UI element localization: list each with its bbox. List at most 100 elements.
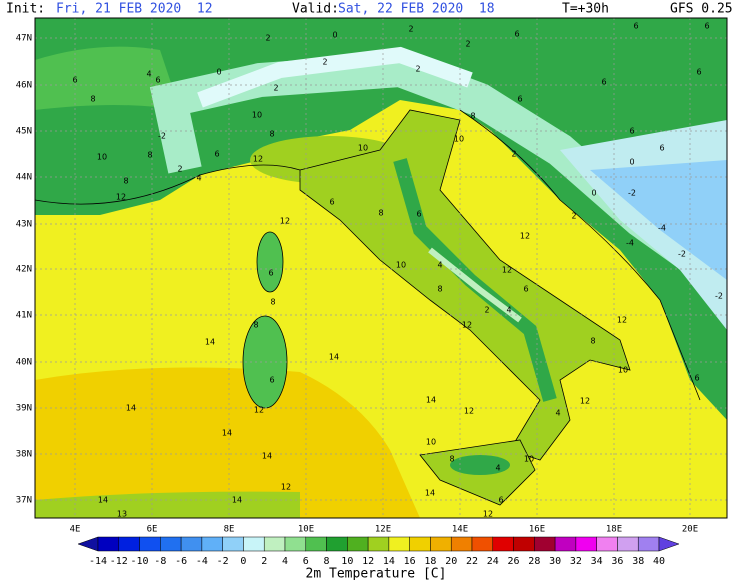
temperature-label: 6	[523, 285, 528, 294]
temperature-label: 4	[146, 70, 151, 79]
map-frame	[34, 17, 728, 519]
lon-label: 12E	[375, 525, 391, 535]
lat-label: 38N	[16, 450, 32, 460]
colorbar-box	[637, 536, 660, 552]
colorbar-box	[263, 536, 286, 552]
colorbar-box	[388, 536, 410, 552]
temperature-label: 6	[268, 269, 273, 278]
colorbar-label: 28	[528, 556, 540, 567]
temperature-label: 0	[629, 158, 634, 167]
colorbar-box	[409, 536, 431, 552]
temperature-label: 2	[484, 306, 489, 315]
lat-label: 45N	[16, 127, 32, 137]
temperature-label: 6	[629, 127, 634, 136]
colorbar-label: 20	[445, 556, 457, 567]
colorbar-label: 4	[282, 556, 288, 567]
lat-label: 42N	[16, 265, 32, 275]
model: GFS 0.25	[670, 2, 733, 17]
temperature-label: 8	[437, 285, 442, 294]
temperature-label: 8	[269, 130, 274, 139]
temperature-label: 2	[177, 165, 182, 174]
colorbar-label: 10	[341, 556, 353, 567]
lon-label: 6E	[147, 525, 158, 535]
temperature-label: 14	[205, 338, 215, 347]
temperature-label: 12	[462, 321, 472, 330]
temperature-label: 14	[329, 353, 339, 362]
colorbar-box	[534, 536, 556, 552]
temperature-label: 14	[426, 396, 436, 405]
colorbar-label: 36	[611, 556, 623, 567]
temperature-label: 10	[396, 261, 406, 270]
valid-time: Sat, 22 FEB 2020 18	[338, 2, 495, 17]
colorbar-label: -4	[196, 556, 208, 567]
temperature-label: 6	[416, 210, 421, 219]
temperature-label: 2	[415, 65, 420, 74]
colorbar-box	[160, 536, 182, 552]
temperature-label: 4	[555, 409, 560, 418]
temperature-label: 6	[155, 76, 160, 85]
temperature-label: 6	[329, 198, 334, 207]
valid-label: Valid:	[292, 2, 339, 17]
lon-label: 14E	[452, 525, 468, 535]
temperature-label: 6	[659, 144, 664, 153]
temperature-label: 8	[590, 337, 595, 346]
temperature-label: 2	[571, 212, 576, 221]
init-time: Fri, 21 FEB 2020 12	[56, 2, 213, 17]
temperature-label: 6	[517, 95, 522, 104]
colorbar-label: 0	[240, 556, 246, 567]
colorbar-label: 40	[653, 556, 665, 567]
temperature-label: 8	[270, 298, 275, 307]
temperature-label: 12	[253, 155, 263, 164]
temperature-label: 4	[495, 464, 500, 473]
colorbar-box	[513, 536, 535, 552]
colorbar-label: 2	[261, 556, 267, 567]
init-label: Init:	[6, 2, 45, 17]
lat-label: 41N	[16, 311, 32, 321]
temperature-label: 8	[123, 177, 128, 186]
colorbar-label: 32	[570, 556, 582, 567]
temperature-label: 8	[147, 151, 152, 160]
temperature-label: 14	[425, 489, 435, 498]
temperature-label: 4	[437, 261, 442, 270]
colorbar-box	[222, 536, 244, 552]
temperature-label: 12	[617, 316, 627, 325]
temperature-label: 4	[196, 174, 201, 183]
temperature-label: 2	[265, 34, 270, 43]
colorbar-box	[326, 536, 348, 552]
lat-label: 40N	[16, 358, 32, 368]
colorbar-box	[97, 536, 120, 552]
legend-title: 2m Temperature [C]	[306, 567, 447, 581]
temperature-label: 10	[358, 144, 368, 153]
lon-label: 10E	[298, 525, 314, 535]
lat-label: 44N	[16, 173, 32, 183]
colorbar-label: 26	[508, 556, 520, 567]
temperature-label: -4	[626, 239, 634, 248]
colorbar-box	[347, 536, 369, 552]
colorbar-box	[180, 536, 203, 552]
lat-label: 47N	[16, 34, 32, 44]
colorbar-label: 14	[383, 556, 395, 567]
lon-label: 16E	[529, 525, 545, 535]
colorbar-label: 18	[424, 556, 436, 567]
temperature-label: 14	[262, 452, 272, 461]
colorbar-label: 34	[591, 556, 603, 567]
lon-label: 4E	[70, 525, 81, 535]
temperature-label: 2	[408, 25, 413, 34]
lat-label: 37N	[16, 496, 32, 506]
temperature-label: -2	[715, 292, 723, 301]
temperature-label: -2	[678, 250, 686, 259]
temperature-label: 6	[72, 76, 77, 85]
colorbar-label: -8	[154, 556, 166, 567]
temperature-label: 6	[633, 22, 638, 31]
temperature-label: -2	[158, 132, 166, 141]
temperature-label: 6	[704, 22, 709, 31]
temperature-label: 10	[97, 153, 107, 162]
colorbar-box	[305, 536, 327, 552]
temperature-label: 6	[214, 150, 219, 159]
colorbar-arrow	[658, 536, 680, 552]
temperature-label: 2	[511, 150, 516, 159]
temperature-label: 12	[502, 266, 512, 275]
temperature-label: 8	[253, 321, 258, 330]
